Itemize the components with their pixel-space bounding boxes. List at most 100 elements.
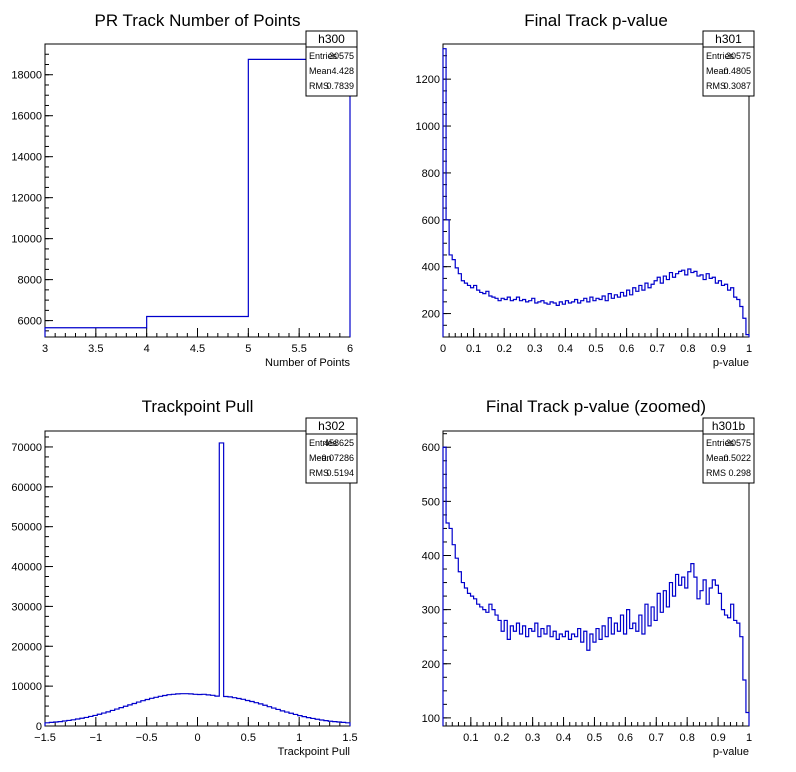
histogram-bin <box>62 721 66 726</box>
histogram-bin <box>590 297 593 337</box>
histogram-bin <box>728 618 731 726</box>
histogram-bin <box>302 717 306 726</box>
histogram-bin <box>498 620 501 726</box>
histogram-bin <box>630 295 633 337</box>
y-tick-label: 200 <box>422 309 440 321</box>
histogram-bin <box>657 593 660 726</box>
histogram-bin <box>608 618 611 726</box>
histogram-bin <box>688 269 691 337</box>
stats-box-frame <box>305 417 358 484</box>
histogram-bin <box>529 629 532 726</box>
x-tick-label: 0.2 <box>497 343 512 355</box>
histogram-bin <box>688 572 691 726</box>
histogram-bin <box>298 716 302 726</box>
histogram-bin <box>49 722 53 726</box>
stats-box-name: h302 <box>318 419 345 433</box>
histogram-bin <box>501 298 504 337</box>
histogram-bin <box>700 275 703 337</box>
histogram-bin <box>718 593 721 726</box>
y-tick-label: 500 <box>422 496 440 508</box>
histogram-bin <box>666 607 669 726</box>
histogram-bin <box>725 615 728 726</box>
histogram-bin <box>443 447 446 726</box>
y-tick-label: 600 <box>422 215 440 227</box>
histogram-bin <box>642 634 645 726</box>
stats-label: RMS <box>309 468 329 478</box>
histogram-bin <box>250 701 254 726</box>
histogram-bin <box>248 59 350 337</box>
histogram-bin <box>471 288 474 337</box>
histogram-bin <box>513 299 516 337</box>
histogram-bin <box>617 297 620 337</box>
histogram-bin <box>45 328 147 337</box>
histogram-bin <box>731 604 734 726</box>
histogram-bin <box>455 558 458 726</box>
stats-label: Mean <box>309 453 332 463</box>
histogram-bin <box>254 703 258 726</box>
histogram-bin <box>106 712 110 726</box>
histogram-bin <box>477 290 480 337</box>
histogram-bin <box>565 301 568 337</box>
histogram-panel-3: Trackpoint Pull 0 10000 20000 30000 40000 5000… <box>11 397 357 758</box>
histogram-bin <box>709 278 712 337</box>
histogram-bin <box>184 694 188 726</box>
y-tick-label: 400 <box>422 550 440 562</box>
histogram-bin <box>452 545 455 726</box>
histogram-bin <box>467 285 470 337</box>
histogram-bin <box>289 713 293 726</box>
histogram-series <box>442 48 750 337</box>
histogram-bin <box>328 721 332 726</box>
histogram-bin <box>446 523 449 726</box>
stats-box-frame <box>702 417 755 484</box>
x-tick-label: 0.8 <box>680 732 695 744</box>
y-tick-label: 20000 <box>11 641 42 653</box>
histogram-bin <box>520 301 523 337</box>
histogram-bin <box>504 299 507 337</box>
x-tick-label: 0.5 <box>588 343 603 355</box>
stats-label: Entries <box>309 51 338 61</box>
histogram-bin <box>556 639 559 726</box>
chart-title: PR Track Number of Points <box>95 11 301 30</box>
histogram-bin <box>224 697 228 727</box>
histogram-bin <box>657 277 660 337</box>
x-tick-label: 0 <box>440 343 446 355</box>
histogram-bin <box>654 620 657 726</box>
histogram-bin <box>526 637 529 726</box>
histogram-bin <box>474 285 477 337</box>
histogram-bin <box>721 285 724 337</box>
y-tick-label: 8000 <box>18 275 42 287</box>
histogram-bin <box>458 572 461 726</box>
histogram-bin <box>575 299 578 337</box>
histogram-bin <box>341 722 345 726</box>
stats-box-name: h301 <box>715 32 742 46</box>
y-tick-label: 60000 <box>11 482 42 494</box>
histogram-bin <box>624 296 627 337</box>
histogram-bin <box>715 283 718 337</box>
histogram-bin <box>241 699 245 726</box>
histogram-bin <box>263 705 267 726</box>
x-tick-label: 0.5 <box>587 732 602 744</box>
histogram-bin <box>541 629 544 726</box>
histogram-bin <box>599 639 602 726</box>
x-tick-label: 1.5 <box>342 732 357 744</box>
histogram-bin <box>746 712 749 726</box>
chart-title: Final Track p-value (zoomed) <box>486 397 706 416</box>
x-tick-label: 0.7 <box>650 343 665 355</box>
histogram-bin <box>562 304 565 337</box>
y-tick-label: 1200 <box>416 74 440 86</box>
histogram-bin <box>587 302 590 337</box>
histogram-bin <box>474 599 477 726</box>
histogram-panel-2: Final Track p-value 200 400 600 800 1000 1200 0… <box>416 11 755 369</box>
x-tick-label: −1 <box>90 732 103 744</box>
x-tick-label: 6 <box>347 343 353 355</box>
histogram-bin <box>611 298 614 337</box>
x-tick-label: 0.7 <box>649 732 664 744</box>
stats-value: 0.5022 <box>723 453 751 463</box>
histogram-bin <box>602 296 605 337</box>
x-tick-label: 0 <box>194 732 200 744</box>
y-tick-label: 50000 <box>11 522 42 534</box>
histogram-bin <box>721 610 724 726</box>
histogram-bin <box>510 301 513 337</box>
